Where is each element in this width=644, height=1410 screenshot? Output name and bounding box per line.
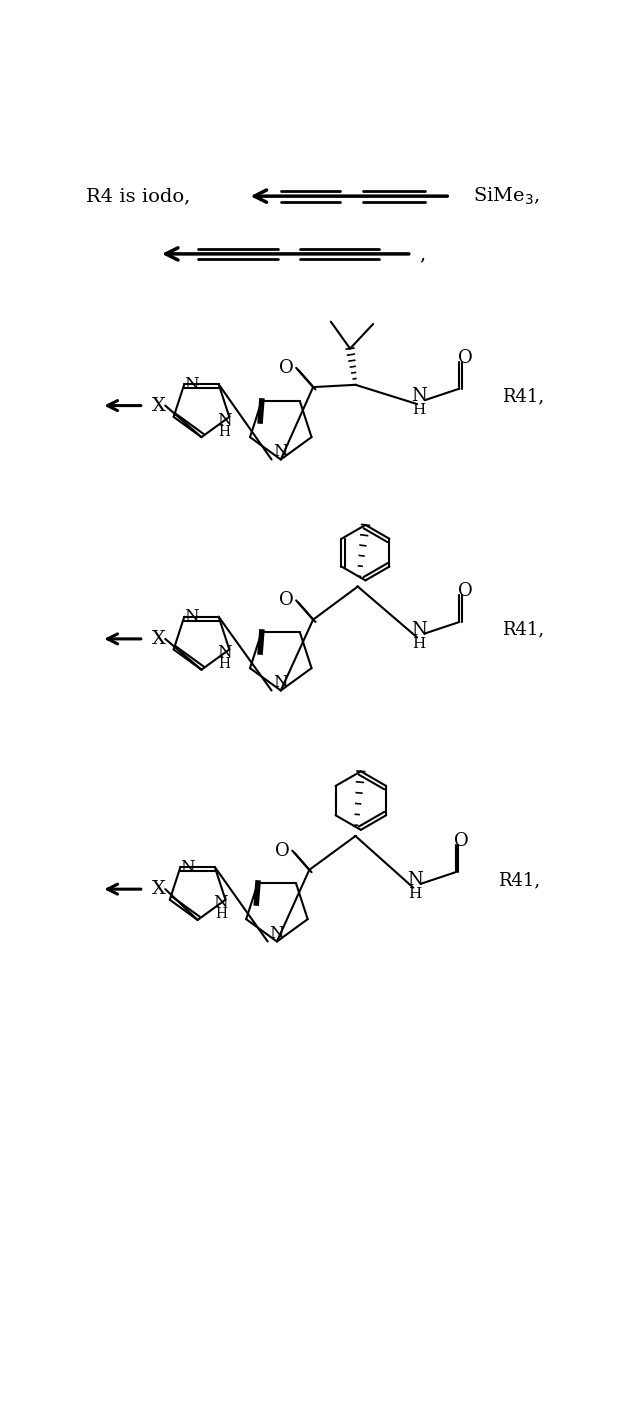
- Text: O: O: [279, 591, 294, 609]
- Text: H: H: [219, 657, 231, 671]
- Text: N: N: [407, 871, 422, 888]
- Text: H: H: [408, 887, 421, 901]
- Text: H: H: [412, 403, 425, 417]
- Text: R41,: R41,: [498, 871, 540, 888]
- Text: H: H: [412, 636, 425, 650]
- Text: N: N: [411, 388, 426, 405]
- Text: O: O: [279, 360, 294, 376]
- Text: R41,: R41,: [502, 620, 544, 639]
- Text: N: N: [218, 644, 232, 661]
- Text: N: N: [214, 894, 228, 911]
- Text: R41,: R41,: [502, 388, 544, 405]
- Text: H: H: [219, 424, 231, 439]
- Text: N: N: [270, 925, 284, 942]
- Text: X: X: [151, 396, 166, 415]
- Text: R4 is iodo,: R4 is iodo,: [86, 188, 190, 204]
- Text: H: H: [215, 908, 227, 921]
- Text: N: N: [411, 620, 426, 639]
- Text: SiMe$_3$,: SiMe$_3$,: [473, 186, 540, 207]
- Text: N: N: [180, 859, 194, 876]
- Text: O: O: [458, 348, 473, 367]
- Text: O: O: [458, 582, 473, 601]
- Text: X: X: [151, 880, 166, 898]
- Text: ,: ,: [419, 245, 426, 262]
- Text: O: O: [455, 832, 469, 850]
- Text: N: N: [274, 443, 288, 460]
- Text: N: N: [184, 375, 198, 393]
- Text: X: X: [151, 630, 166, 649]
- Text: N: N: [184, 608, 198, 625]
- Text: N: N: [218, 412, 232, 429]
- Text: N: N: [274, 674, 288, 691]
- Text: O: O: [275, 842, 290, 860]
